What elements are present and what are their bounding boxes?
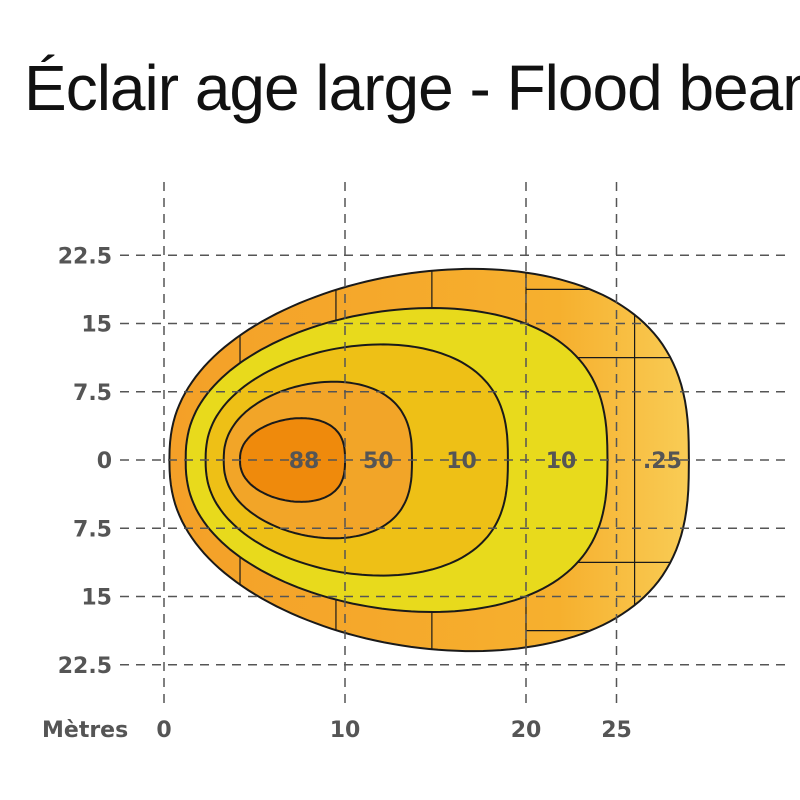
- y-tick-label: 22.5: [58, 244, 112, 269]
- x-axis-label: Mètres: [42, 718, 128, 743]
- y-tick-label: 22.5: [58, 654, 112, 679]
- x-tick-label: 10: [330, 718, 361, 743]
- contour-label: 88: [289, 449, 320, 474]
- chart-title: Éclair age large - Flood beam: [24, 52, 800, 124]
- grid: [120, 182, 785, 705]
- y-tick-label: 0: [97, 449, 112, 474]
- y-axis-ticks: 22.5 15 7.5 0 7.5 15 22.5: [58, 244, 112, 679]
- x-tick-label: 0: [156, 718, 171, 743]
- contour-label: 10: [546, 449, 577, 474]
- y-tick-label: 7.5: [73, 381, 112, 406]
- contour-label: 50: [363, 449, 394, 474]
- y-tick-label: 15: [81, 586, 112, 611]
- contour-labels: .25 10 10 50 88: [289, 449, 682, 474]
- x-tick-label: 25: [601, 718, 632, 743]
- contour-label: .25: [643, 449, 682, 474]
- y-tick-label: 7.5: [73, 517, 112, 542]
- y-tick-label: 15: [81, 313, 112, 338]
- x-axis-ticks: 0 10 20 25: [156, 718, 631, 743]
- x-tick-label: 20: [511, 718, 542, 743]
- contour-label: 10: [446, 449, 477, 474]
